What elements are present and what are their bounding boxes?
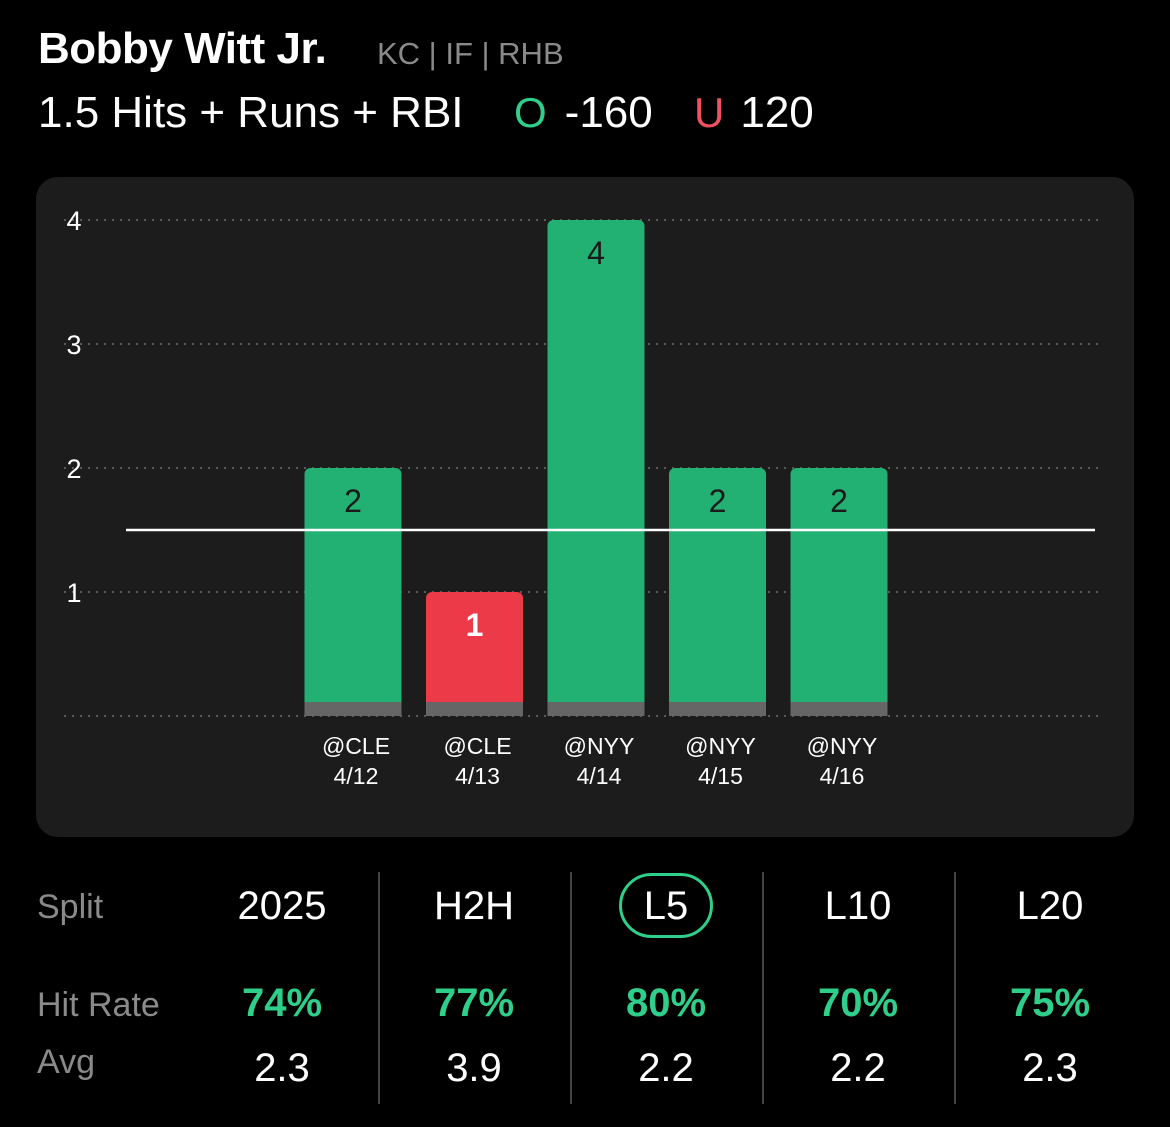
split-label: L5 bbox=[618, 873, 714, 938]
x-tick-date: 4/14 bbox=[577, 763, 622, 789]
bar-value-label: 2 bbox=[830, 483, 848, 519]
row-label-hit-rate: Hit Rate bbox=[37, 986, 160, 1024]
stats-table: Split Hit Rate Avg 2025 H2H L5 L10 L20 7… bbox=[0, 860, 1170, 1120]
under-letter: U bbox=[694, 89, 725, 136]
bar-base bbox=[304, 702, 402, 716]
split-tab-l10[interactable]: L10 bbox=[778, 884, 938, 929]
avg-value: 2.2 bbox=[830, 1046, 886, 1090]
hit-rate-value: 77% bbox=[433, 981, 515, 1025]
avg-value: 2.3 bbox=[1022, 1046, 1078, 1090]
y-tick-label: 1 bbox=[66, 578, 81, 608]
under-odds: 120 bbox=[740, 88, 814, 137]
avg-value: 2.3 bbox=[254, 1046, 310, 1090]
row-label-split: Split bbox=[37, 888, 104, 926]
split-label: L20 bbox=[1016, 884, 1084, 928]
x-tick-date: 4/13 bbox=[455, 763, 500, 789]
split-label: L10 bbox=[824, 884, 892, 928]
split-tab-l20[interactable]: L20 bbox=[970, 884, 1130, 929]
x-tick-opponent: @NYY bbox=[685, 733, 756, 759]
bar-base bbox=[426, 702, 523, 716]
bar-chart: 1 2 3 4 2 @CLE 4/12 1 @CLE 4/13 4 @NYY 4/14 2 @NYY 4/15… bbox=[64, 206, 1102, 789]
bar-value-label: 1 bbox=[466, 607, 484, 643]
prop-line-label: 1.5 Hits + Runs + RBI bbox=[38, 88, 464, 137]
bar bbox=[547, 220, 645, 716]
y-tick-label: 3 bbox=[66, 330, 81, 360]
y-tick-label: 4 bbox=[66, 206, 81, 236]
under-odds-group[interactable]: U 120 bbox=[694, 88, 814, 138]
bar bbox=[426, 592, 523, 716]
split-label: 2025 bbox=[237, 884, 327, 928]
split-tab-l5[interactable]: L5 bbox=[586, 873, 746, 938]
x-tick-opponent: @NYY bbox=[807, 733, 878, 759]
divider bbox=[762, 872, 764, 1104]
divider bbox=[378, 872, 380, 1104]
bar-value-label: 2 bbox=[344, 483, 362, 519]
bar-base bbox=[669, 702, 766, 716]
over-odds-group[interactable]: O -160 bbox=[514, 88, 653, 138]
divider bbox=[954, 872, 956, 1104]
hit-rate-value: 75% bbox=[1009, 981, 1091, 1025]
split-label: H2H bbox=[433, 884, 515, 928]
hit-rate-value: 80% bbox=[625, 981, 707, 1025]
x-tick-date: 4/12 bbox=[334, 763, 379, 789]
player-name: Bobby Witt Jr. bbox=[38, 24, 327, 73]
player-meta: KC | IF | RHB bbox=[377, 36, 564, 71]
x-tick-opponent: @CLE bbox=[443, 733, 511, 759]
hit-rate-value: 74% bbox=[241, 981, 323, 1025]
avg-value: 2.2 bbox=[638, 1046, 694, 1090]
bar-value-label: 2 bbox=[709, 483, 727, 519]
x-tick-opponent: @CLE bbox=[322, 733, 390, 759]
bar-value-label: 4 bbox=[587, 235, 605, 271]
x-tick-opponent: @NYY bbox=[564, 733, 635, 759]
bar-base bbox=[547, 702, 645, 716]
bar-base bbox=[790, 702, 888, 716]
over-odds: -160 bbox=[564, 88, 653, 137]
row-label-avg: Avg bbox=[37, 1043, 95, 1081]
split-tab-2025[interactable]: 2025 bbox=[202, 884, 362, 929]
hit-rate-value: 70% bbox=[817, 981, 899, 1025]
over-letter: O bbox=[514, 89, 547, 136]
x-tick-date: 4/15 bbox=[698, 763, 743, 789]
divider bbox=[570, 872, 572, 1104]
x-tick-date: 4/16 bbox=[820, 763, 865, 789]
y-tick-label: 2 bbox=[66, 454, 81, 484]
chart-card: 1 2 3 4 2 @CLE 4/12 1 @CLE 4/13 4 @NYY 4/14 2 @NYY 4/15… bbox=[36, 177, 1134, 837]
split-tab-h2h[interactable]: H2H bbox=[394, 884, 554, 929]
avg-value: 3.9 bbox=[446, 1046, 502, 1090]
